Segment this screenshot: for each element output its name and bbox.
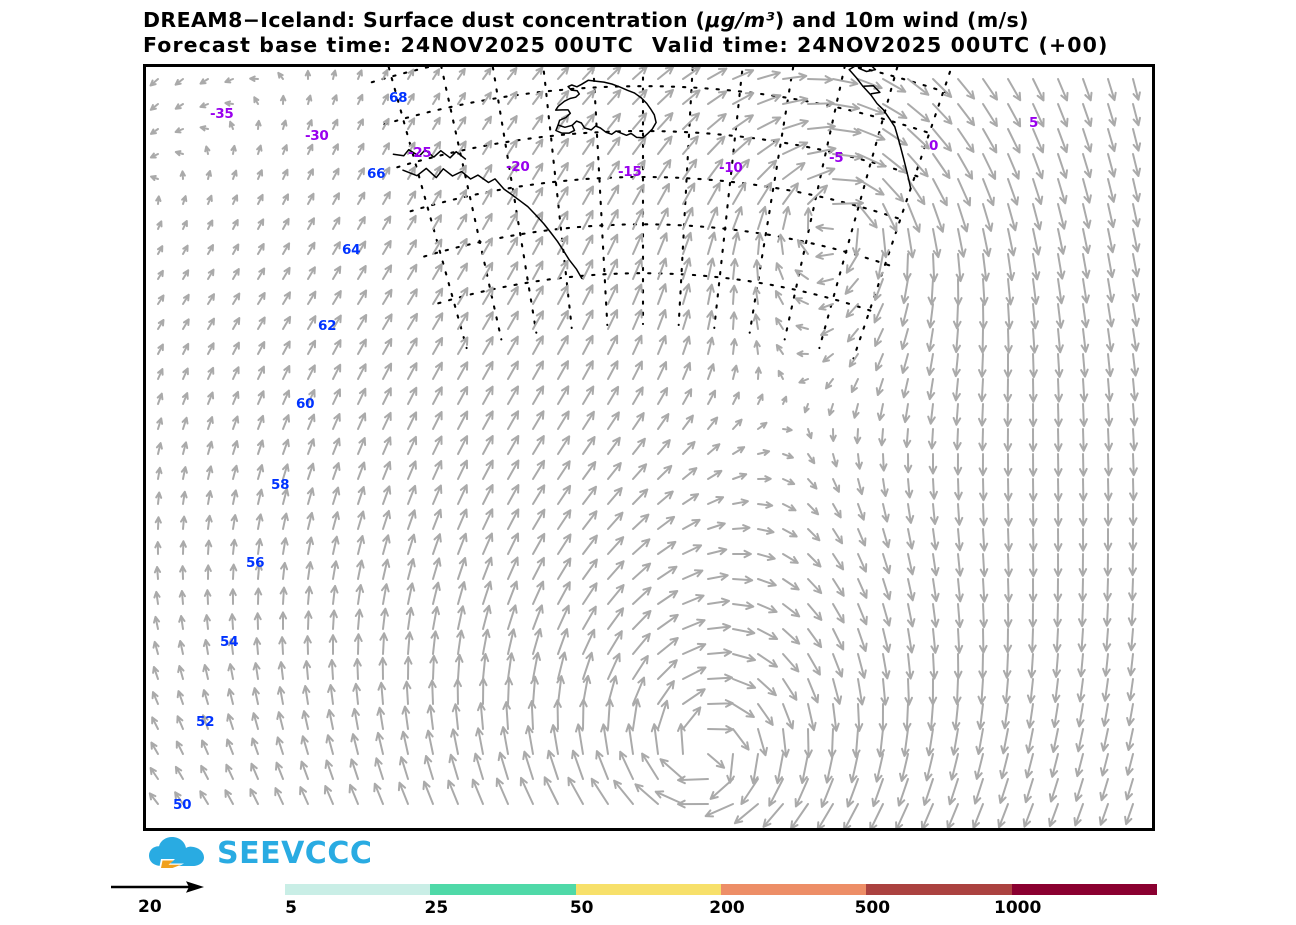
longitude-label--35: -35 [210,106,234,122]
longitude-label--5: -5 [829,150,844,166]
colorbar-tick-50: 50 [569,898,594,918]
title-line1-part1: DREAM8−Iceland: Surface dust concentrati… [143,8,706,32]
colorbar-tick-5: 5 [285,898,297,918]
forecast-map[interactable] [143,64,1155,831]
latitude-label-52: 52 [196,714,215,730]
coastline-greenland-edge2 [392,148,467,160]
coastline-iceland-nw [555,124,576,134]
colorbar-tick-500: 500 [854,898,891,918]
title-line1-part2: ) and 10m wind (m/s) [774,8,1029,32]
coastline-layer [392,67,912,280]
longitude-label--20: -20 [506,159,530,175]
map-canvas [148,67,1142,828]
wind-vector-layer [148,67,1142,828]
valid-time: Valid time: 24NOV2025 00UTC (+00) [651,33,1109,57]
longitude-label--25: -25 [408,145,432,161]
title-units-mu: μg/m³ [705,8,775,32]
forecast-base-time: Forecast base time: 24NOV2025 00UTC [143,33,634,57]
latitude-label-50: 50 [173,797,192,813]
colorbar-band-50 [575,884,721,895]
longitude-label--15: -15 [618,164,642,180]
latitude-label-62: 62 [318,318,337,334]
colorbar-tick-1000: 1000 [993,898,1042,918]
latitude-label-60: 60 [296,396,315,412]
wind-arrow-icon [111,881,204,893]
colorbar-tick-200: 200 [709,898,745,918]
longitude-label--10: -10 [719,160,743,176]
colorbar-band-5 [285,884,431,895]
colorbar-band-25 [430,884,576,895]
latitude-label-66: 66 [367,166,386,182]
seevccc-logo: SEEVCCC [148,833,372,873]
title-line-1: DREAM8−Iceland: Surface dust concentrati… [143,8,1288,33]
cloud-icon [149,837,204,869]
wind-reference-vector: 20 [108,878,228,920]
longitude-label-0: 0 [929,138,939,154]
chart-title-block: DREAM8−Iceland: Surface dust concentrati… [143,8,1288,58]
coastline-norway-in4 [862,85,881,95]
latitude-label-58: 58 [271,477,290,493]
latitude-label-56: 56 [246,555,265,571]
logo-text: SEEVCCC [217,835,373,871]
longitude-label--30: -30 [305,128,329,144]
colorbar-tick-25: 25 [424,898,449,918]
colorbar-band-1000 [1011,884,1157,895]
title-line-2: Forecast base time: 24NOV2025 00UTC Valid… [143,33,1288,58]
graticule-grid [370,67,953,360]
colorbar-band-500 [866,884,1012,895]
wind-reference-label: 20 [138,897,162,917]
colorbar-band-200 [720,884,867,895]
latitude-label-54: 54 [220,634,239,650]
latitude-label-68: 68 [389,90,408,106]
dust-concentration-colorbar [285,884,1157,895]
coastline-greenland-east [402,167,583,280]
coastline-iceland [554,79,657,139]
coastline-norway [848,67,912,190]
longitude-label-5: 5 [1029,115,1039,131]
coastline-norway-in3 [858,67,877,73]
latitude-label-64: 64 [342,242,361,258]
